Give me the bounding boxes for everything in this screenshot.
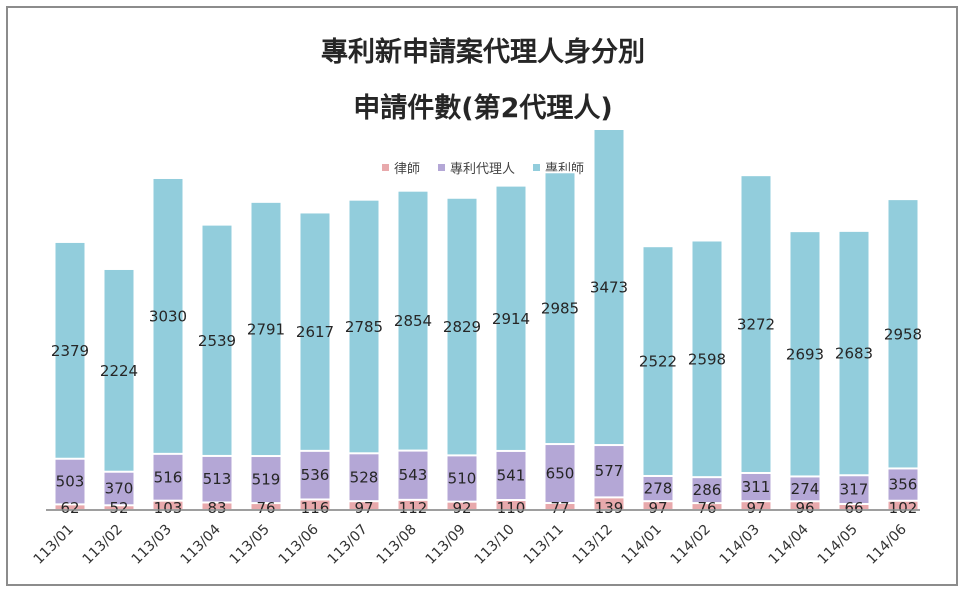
data-label-lawyer: 76	[256, 499, 275, 517]
data-label-agent: 543	[399, 466, 428, 484]
data-label-agent: 286	[693, 481, 722, 499]
x-tick-label: 114/01	[619, 522, 665, 568]
data-label-agent: 278	[644, 480, 673, 498]
data-label-lawyer: 76	[697, 499, 716, 517]
data-label-agent: 317	[840, 481, 869, 499]
data-label-lawyer: 102	[889, 499, 918, 517]
data-label-lawyer: 96	[795, 499, 814, 517]
x-tick-label: 114/03	[717, 522, 763, 568]
x-tick-label: 113/12	[570, 522, 616, 568]
x-tick-label: 114/06	[864, 521, 910, 567]
data-label-agent: 519	[252, 471, 281, 489]
data-label-lawyer: 97	[746, 499, 765, 517]
data-label-lawyer: 103	[154, 499, 183, 517]
data-label-attorney: 2958	[884, 325, 922, 343]
x-tick-label: 113/02	[80, 522, 126, 568]
data-label-attorney: 2985	[541, 300, 579, 318]
x-tick-label: 113/05	[227, 522, 273, 568]
data-label-agent: 528	[350, 468, 379, 486]
data-label-agent: 513	[203, 470, 232, 488]
data-label-attorney: 3030	[149, 307, 187, 325]
x-tick-label: 113/01	[31, 522, 77, 568]
data-label-lawyer: 92	[452, 499, 471, 517]
data-label-agent: 370	[105, 480, 134, 498]
x-tick-label: 113/08	[374, 522, 420, 568]
data-label-attorney: 2693	[786, 345, 824, 363]
data-label-attorney: 2791	[247, 320, 285, 338]
data-label-agent: 356	[889, 476, 918, 494]
data-label-lawyer: 97	[354, 499, 373, 517]
x-tick-label: 113/09	[423, 522, 469, 568]
x-tick-label: 113/07	[325, 522, 371, 568]
data-label-lawyer: 83	[207, 499, 226, 517]
data-label-agent: 536	[301, 466, 330, 484]
data-label-lawyer: 97	[648, 499, 667, 517]
data-label-attorney: 2829	[443, 318, 481, 336]
x-tick-label: 114/04	[766, 521, 812, 567]
data-label-attorney: 2539	[198, 332, 236, 350]
data-label-lawyer: 62	[60, 499, 79, 517]
data-label-attorney: 2683	[835, 345, 873, 363]
data-label-lawyer: 139	[595, 499, 624, 517]
data-label-agent: 503	[56, 473, 85, 491]
data-label-attorney: 2598	[688, 350, 726, 368]
data-label-agent: 274	[791, 480, 820, 498]
data-label-attorney: 2379	[51, 342, 89, 360]
data-label-agent: 577	[595, 462, 624, 480]
x-tick-label: 114/02	[668, 522, 714, 568]
data-label-attorney: 3473	[590, 279, 628, 297]
data-label-attorney: 2854	[394, 312, 432, 330]
data-label-lawyer: 66	[844, 499, 863, 517]
data-label-agent: 541	[497, 466, 526, 484]
data-label-attorney: 2224	[100, 362, 138, 380]
x-tick-label: 113/04	[178, 521, 224, 567]
data-label-agent: 516	[154, 468, 183, 486]
data-label-attorney: 2914	[492, 310, 530, 328]
data-label-lawyer: 52	[109, 499, 128, 517]
x-tick-label: 113/11	[521, 522, 567, 568]
x-tick-label: 113/10	[472, 522, 518, 568]
data-label-agent: 650	[546, 465, 575, 483]
x-tick-label: 114/05	[815, 522, 861, 568]
data-label-attorney: 2785	[345, 318, 383, 336]
x-tick-label: 113/06	[276, 521, 322, 567]
data-label-lawyer: 116	[301, 499, 330, 517]
data-label-lawyer: 110	[497, 499, 526, 517]
data-label-agent: 510	[448, 470, 477, 488]
data-label-lawyer: 112	[399, 499, 428, 517]
data-label-attorney: 3272	[737, 316, 775, 334]
data-label-attorney: 2522	[639, 353, 677, 371]
data-label-attorney: 2617	[296, 323, 334, 341]
data-label-agent: 311	[742, 478, 771, 496]
data-label-lawyer: 77	[550, 499, 569, 517]
x-tick-label: 113/03	[129, 522, 175, 568]
